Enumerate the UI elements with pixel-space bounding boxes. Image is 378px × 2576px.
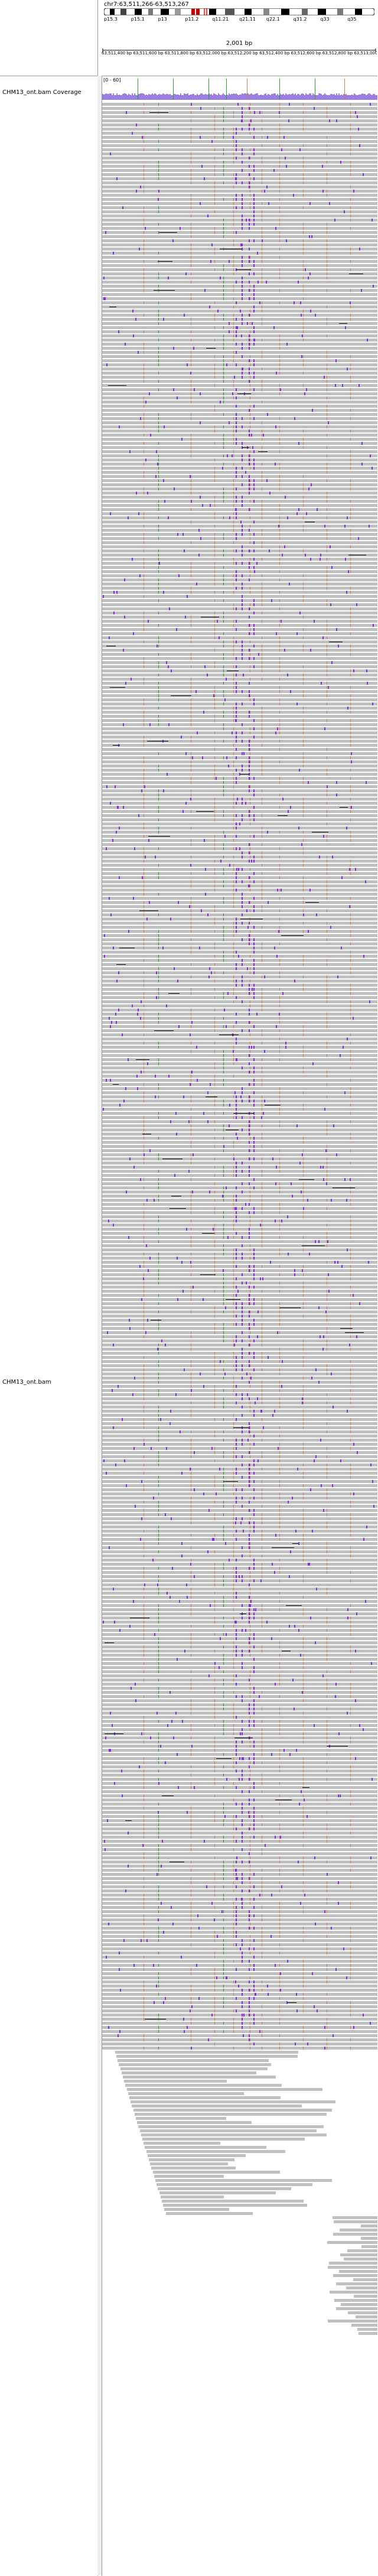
coverage-track[interactable]: [0 - 60]	[102, 76, 377, 100]
band-label: p15.1	[131, 17, 145, 22]
band-label: q21.11	[239, 17, 256, 22]
alignment-track-name[interactable]: CHM13_ont.bam	[2, 1379, 51, 1385]
track-name-panel: CHM13_ont.bam Coverage CHM13_ont.bam	[0, 76, 98, 2576]
chromosome-ideogram[interactable]	[104, 8, 374, 15]
coverage-histogram[interactable]	[102, 76, 377, 100]
coverage-track-name[interactable]: CHM13_ont.bam Coverage	[2, 89, 82, 96]
band-label: q35	[347, 17, 356, 22]
data-panel[interactable]: [0 - 60]	[102, 76, 377, 2576]
coverage-range: [0 - 60]	[103, 77, 120, 83]
ruler-tick-labels: 63,511,400 bp 63,511,600 bp 63,511,800 b…	[102, 51, 377, 56]
ideogram-panel[interactable]: chr7:63,511,266-63,513,267 p15.3 p15.1 p13…	[102, 0, 377, 76]
locus-label: chr7:63,511,266-63,513,267	[104, 1, 189, 8]
band-label: p13	[158, 17, 167, 22]
alignment-track[interactable]	[102, 103, 377, 2407]
band-labels: p15.3 p15.1 p13 p11.2 q11.21 q21.11 q22.1 q31.2…	[104, 17, 374, 24]
panel-divider[interactable]	[97, 76, 102, 2575]
header-left-blank	[0, 0, 98, 76]
band-label: q11.21	[212, 17, 229, 22]
band-label: q33	[320, 17, 329, 22]
ruler-span-label: 2,001 bp	[102, 40, 377, 47]
band-label: p11.2	[185, 17, 198, 22]
band-label: q31.2	[294, 17, 307, 22]
ruler[interactable]: 2,001 bp 63,511,400 bp 63,511,600 bp 63,…	[102, 37, 377, 76]
band-label: p15.3	[104, 17, 118, 22]
band-label: q22.1	[266, 17, 280, 22]
header: chr7:63,511,266-63,513,267 p15.3 p15.1 p13…	[0, 0, 378, 76]
